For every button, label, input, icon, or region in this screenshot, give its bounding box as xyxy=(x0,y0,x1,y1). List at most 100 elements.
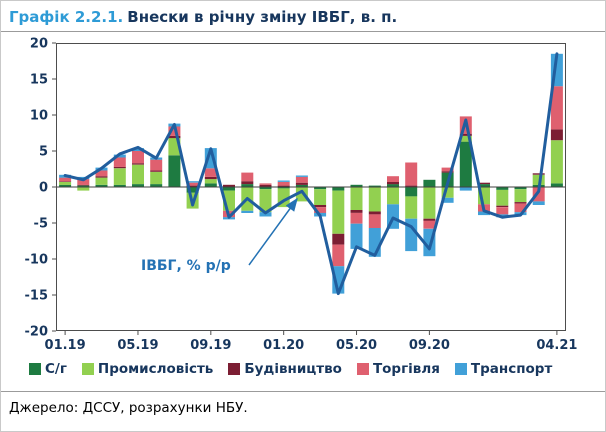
legend-item: С/г xyxy=(29,361,67,377)
bar-segment xyxy=(113,166,126,169)
legend-swatch-icon xyxy=(454,363,467,375)
bar-segment xyxy=(259,184,272,187)
bar-segment xyxy=(150,159,163,171)
bar-segment xyxy=(113,157,126,167)
bar-segment xyxy=(59,181,72,182)
legend-item: Промисловість xyxy=(81,361,213,377)
bar-segment xyxy=(532,174,545,185)
bar-segment xyxy=(150,171,163,185)
bar-segment xyxy=(550,183,563,187)
bar-segment xyxy=(387,182,399,185)
bar-segment xyxy=(332,244,345,267)
bar-segment xyxy=(277,180,290,182)
bar-segment xyxy=(132,163,144,165)
bar-segment xyxy=(350,210,363,213)
bar-segment xyxy=(77,179,90,185)
bar-segment xyxy=(204,179,217,184)
bar-segment xyxy=(132,164,144,185)
bar-segment xyxy=(496,187,509,190)
line-annotation: ІВБГ, % р/р xyxy=(141,197,298,274)
y-axis-tick-label: 15 xyxy=(30,73,48,88)
bar-segment xyxy=(95,177,108,185)
bar-segment xyxy=(259,189,272,213)
y-axis-tick-label: -10 xyxy=(25,253,49,268)
y-axis-tick-label: 20 xyxy=(30,37,48,52)
legend-item: Торгівля xyxy=(356,361,440,377)
bar-segment xyxy=(459,133,472,136)
bar-segment xyxy=(277,185,290,187)
bar-segment xyxy=(387,176,399,182)
bar-segment xyxy=(241,210,254,213)
bar-segment xyxy=(314,189,327,205)
bar-segment xyxy=(186,181,199,183)
bar-segment xyxy=(77,185,90,187)
legend-label: С/г xyxy=(45,361,67,377)
bar-segment xyxy=(532,201,545,205)
x-axis-tick-label: 01.20 xyxy=(263,338,304,353)
bar-segment xyxy=(186,185,199,187)
bar-segment xyxy=(459,187,472,191)
bar-segment xyxy=(478,211,490,216)
bar-segment xyxy=(350,184,363,187)
bar-segment xyxy=(204,176,217,180)
bar-segment xyxy=(350,223,363,249)
bar-segment xyxy=(405,162,418,186)
bar-segment xyxy=(550,129,563,141)
x-axis-tick-label: 05.19 xyxy=(117,338,158,353)
bar-segment xyxy=(368,187,381,212)
bar-segment xyxy=(132,184,144,187)
y-axis-tick-label: -5 xyxy=(34,217,48,232)
bar-segment xyxy=(295,176,308,183)
bar-segment xyxy=(241,184,254,187)
bar-segment xyxy=(113,154,126,158)
x-axis-tick-label: 09.19 xyxy=(190,338,231,353)
bar-segment xyxy=(59,182,72,185)
bar-segment xyxy=(95,176,108,178)
bar-segment xyxy=(223,184,235,187)
legend-wrap: С/г Промисловість Будівництво Торгівля Транс… xyxy=(1,359,605,379)
bar-segment xyxy=(350,187,363,210)
legend-item: Транспорт xyxy=(454,361,552,377)
bar-segment xyxy=(277,187,290,189)
bar-segment xyxy=(168,135,181,139)
bar-segment xyxy=(314,187,327,190)
legend-swatch-icon xyxy=(356,363,369,375)
bar-segment xyxy=(478,184,490,187)
bar-segment xyxy=(423,218,436,221)
bar-segment xyxy=(59,184,72,187)
bar-segment xyxy=(441,197,454,203)
legend-label: Будівництво xyxy=(244,361,342,377)
bar-segment xyxy=(350,212,363,224)
bar-segment xyxy=(223,187,235,191)
y-axis-tick-label: 0 xyxy=(39,181,48,196)
bar-segment xyxy=(514,189,527,203)
bar-segment xyxy=(532,187,545,202)
y-axis: 20 15 10 5 0 -5 -10 -15 -20 xyxy=(25,37,56,340)
bars-group xyxy=(59,53,563,294)
bar-segment xyxy=(241,181,254,185)
bar-segment xyxy=(496,189,509,206)
bar-segment xyxy=(295,182,308,185)
bar-segment xyxy=(186,187,199,193)
bar-segment xyxy=(332,190,345,234)
bar-segment xyxy=(168,155,181,187)
x-axis: 01.19 05.19 09.19 01.20 05.20 09.20 04.21 xyxy=(45,331,577,353)
plot-frame xyxy=(56,43,566,331)
bar-segment xyxy=(204,183,217,187)
bar-segment xyxy=(532,173,545,175)
bar-segment xyxy=(314,205,327,208)
bar-segment xyxy=(368,185,381,187)
x-axis-tick-label: 04.21 xyxy=(536,338,577,353)
bar-segment xyxy=(77,187,90,191)
bar-segment xyxy=(132,151,144,164)
bar-segment xyxy=(113,184,126,187)
bar-segment xyxy=(295,175,308,177)
x-axis-tick-label: 01.19 xyxy=(45,338,86,353)
source-note: Джерело: ДССУ, розрахунки НБУ. xyxy=(9,400,248,416)
bar-segment xyxy=(514,203,527,213)
bar-segment xyxy=(550,86,563,130)
legend-swatch-icon xyxy=(29,363,41,375)
bar-segment xyxy=(259,183,272,185)
footer-divider xyxy=(1,391,605,392)
